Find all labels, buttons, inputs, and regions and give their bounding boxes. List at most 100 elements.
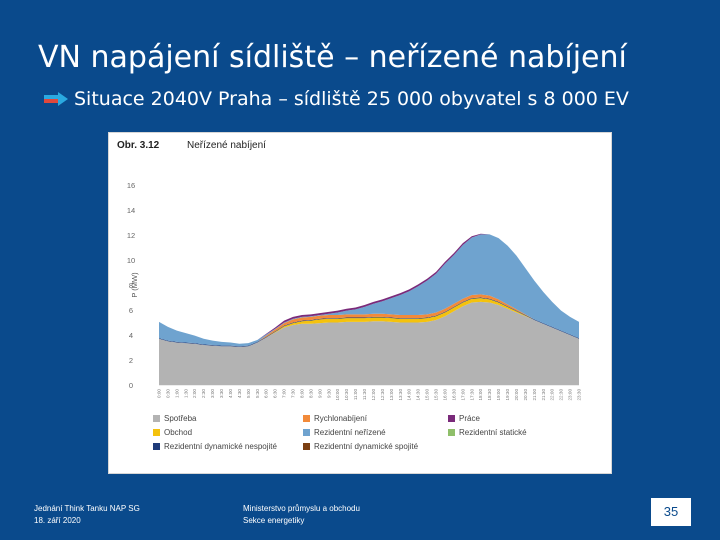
page-number: 35 [663,504,679,519]
footer-event-date: 18. září 2020 [34,516,81,525]
y-tick-label: 6 [129,306,133,315]
footer-event-name: Jednání Think Tanku NAP SG [34,504,140,513]
x-tick-label: 1:30 [183,389,188,398]
x-tick-label: 5:30 [255,389,260,398]
legend-swatch [448,415,455,422]
x-tick-label: 20:00 [514,389,519,401]
arrow-bullet-icon [44,92,68,106]
y-tick-label: 16 [127,181,135,190]
x-tick-label: 17:00 [460,389,465,401]
figure-header: Obr. 3.12 Neřízené nabíjení [117,140,266,151]
figure-caption: Neřízené nabíjení [187,140,266,151]
x-tick-label: 6:30 [273,389,278,398]
x-tick-label: 3:00 [210,389,215,398]
x-tick-label: 3:30 [219,389,224,398]
x-tick-label: 14:30 [416,389,421,401]
area-series-spotřeba [159,301,579,385]
x-tick-label: 15:30 [434,389,439,401]
y-tick-label: 0 [129,381,133,390]
x-tick-label: 4:00 [228,389,233,398]
x-tick-label: 13:00 [389,389,394,401]
x-tick-label: 9:30 [326,389,331,398]
footer-organization: Ministerstvo průmyslu a obchodu Sekce en… [243,503,360,527]
legend-label: Rychlonabíjení [314,414,367,423]
x-tick-label: 2:00 [192,389,197,398]
x-tick-label: 16:00 [442,389,447,401]
legend-label: Rezidentní dynamické spojité [314,442,419,451]
x-tick-label: 2:30 [201,389,206,398]
x-tick-label: 19:30 [505,389,510,401]
legend-swatch [303,443,310,450]
x-tick-label: 18:00 [478,389,483,401]
bullet-text: Situace 2040V Praha – sídliště 25 000 ob… [74,88,629,110]
x-tick-label: 22:00 [550,389,555,401]
legend-label: Práce [459,414,480,423]
x-tick-label: 20:30 [523,389,528,401]
x-tick-label: 21:30 [541,389,546,401]
x-tick-label: 9:00 [317,389,322,398]
y-tick-label: 10 [127,256,135,265]
x-tick-label: 12:00 [371,389,376,401]
x-tick-label: 7:00 [282,389,287,398]
x-tick-label: 10:00 [335,389,340,401]
x-tick-label: 8:00 [299,389,304,398]
legend-label: Spotřeba [164,414,197,423]
x-tick-label: 5:00 [246,389,251,398]
legend-swatch [153,429,160,436]
legend-swatch [448,429,455,436]
x-tick-label: 8:30 [308,389,313,398]
legend-item: Rychlonabíjení [303,414,367,423]
legend-item: Spotřeba [153,414,196,423]
x-tick-label: 13:30 [398,389,403,401]
legend-item: Práce [448,414,480,423]
x-tick-label: 15:00 [425,389,430,401]
x-tick-label: 1:00 [174,389,179,398]
stacked-area-chart: 0 2 4 6 8 10 12 14 16 P (MW) 0:00 0:30 1:00 1:30 2:00 2… [127,181,582,401]
x-tick-label: 16:30 [451,389,456,401]
area-series-rezidentní-neřízené [159,234,579,347]
x-tick-label: 23:00 [568,389,573,401]
x-tick-label: 7:30 [291,389,296,398]
x-tick-label: 0:30 [165,389,170,398]
x-tick-label: 18:30 [487,389,492,401]
y-tick-label: 12 [127,231,135,240]
x-tick-label: 6:00 [264,389,269,398]
x-tick-label: 21:00 [532,389,537,401]
x-tick-label: 19:00 [496,389,501,401]
legend-swatch [153,443,160,450]
footer-event: Jednání Think Tanku NAP SG 18. září 2020 [34,503,140,527]
legend-item: Rezidentní statické [448,428,527,437]
legend-swatch [303,429,310,436]
legend-label: Obchod [164,428,193,437]
y-tick-label: 14 [127,206,135,215]
legend-label: Rezidentní statické [459,428,527,437]
y-axis-label: P (MW) [130,272,139,298]
figure-label: Obr. 3.12 [117,140,160,151]
bullet-row: Situace 2040V Praha – sídliště 25 000 ob… [44,88,629,110]
legend-item: Obchod [153,428,192,437]
slide-title: VN napájení sídliště – neřízené nabíjení [38,40,627,75]
legend-label: Rezidentní neřízené [314,428,386,437]
legend-label: Rezidentní dynamické nespojité [164,442,277,451]
legend-item: Rezidentní dynamické spojité [303,442,418,451]
legend-item: Rezidentní neřízené [303,428,386,437]
legend-swatch [303,415,310,422]
page-number-badge: 35 [651,498,691,526]
x-tick-label: 11:00 [353,389,358,401]
x-tick-label: 12:30 [380,389,385,401]
footer-ministry: Ministerstvo průmyslu a obchodu [243,504,360,513]
x-tick-label: 4:30 [237,389,242,398]
x-tick-label: 23:30 [577,389,582,401]
x-tick-label: 17:30 [469,389,474,401]
y-tick-label: 8 [129,281,133,290]
x-tick-label: 11:30 [362,389,367,401]
chart-figure: Obr. 3.12 Neřízené nabíjení 0 2 4 6 8 10 12 14 1… [108,132,612,474]
x-tick-label: 22:30 [559,389,564,401]
y-tick-label: 4 [129,331,133,340]
x-tick-label: 14:00 [407,389,412,401]
y-tick-label: 2 [129,356,133,365]
legend-item: Rezidentní dynamické nespojité [153,442,277,451]
footer-section: Sekce energetiky [243,516,305,525]
legend-swatch [153,415,160,422]
x-tick-label: 0:00 [157,389,162,398]
